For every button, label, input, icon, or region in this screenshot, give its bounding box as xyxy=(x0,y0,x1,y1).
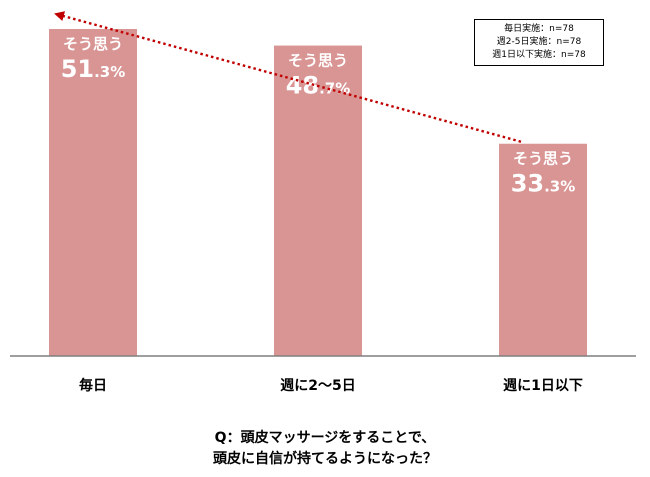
bar-0 xyxy=(49,29,137,356)
bar-value-label-0: 51.3% xyxy=(61,55,126,83)
x-tick-label-2: 週に1日以下 xyxy=(503,378,583,394)
legend-line-less: 週1日以下実施：n=78 xyxy=(492,50,586,60)
trend-arrow xyxy=(54,11,522,143)
bar-label-sou-omou-1: そう思う xyxy=(288,52,348,70)
bar-value-label-1: 48.7% xyxy=(286,72,351,100)
bar-label-sou-omou-0: そう思う xyxy=(63,35,123,53)
survey-question: Q：頭皮マッサージをすることで、 頭皮に自信が持てるようになった？ xyxy=(0,428,650,470)
x-tick-label-1: 週に2〜5日 xyxy=(280,378,355,394)
bar-value-label-2: 33.3% xyxy=(511,170,576,198)
sample-size-legend: 毎日実施：n=78 週2-5日実施：n=78 週1日以下実施：n=78 xyxy=(474,19,604,66)
bar-2 xyxy=(499,143,587,356)
question-line-2: 頭皮に自信が持てるようになった？ xyxy=(213,451,437,467)
legend-line-daily: 毎日実施：n=78 xyxy=(504,24,574,34)
question-line-1: Q：頭皮マッサージをすることで、 xyxy=(214,430,436,446)
bar-1 xyxy=(274,45,362,357)
legend-line-weekly: 週2-5日実施：n=78 xyxy=(496,37,582,47)
x-tick-label-0: 毎日 xyxy=(79,377,107,394)
bar-label-sou-omou-2: そう思う xyxy=(513,150,573,168)
